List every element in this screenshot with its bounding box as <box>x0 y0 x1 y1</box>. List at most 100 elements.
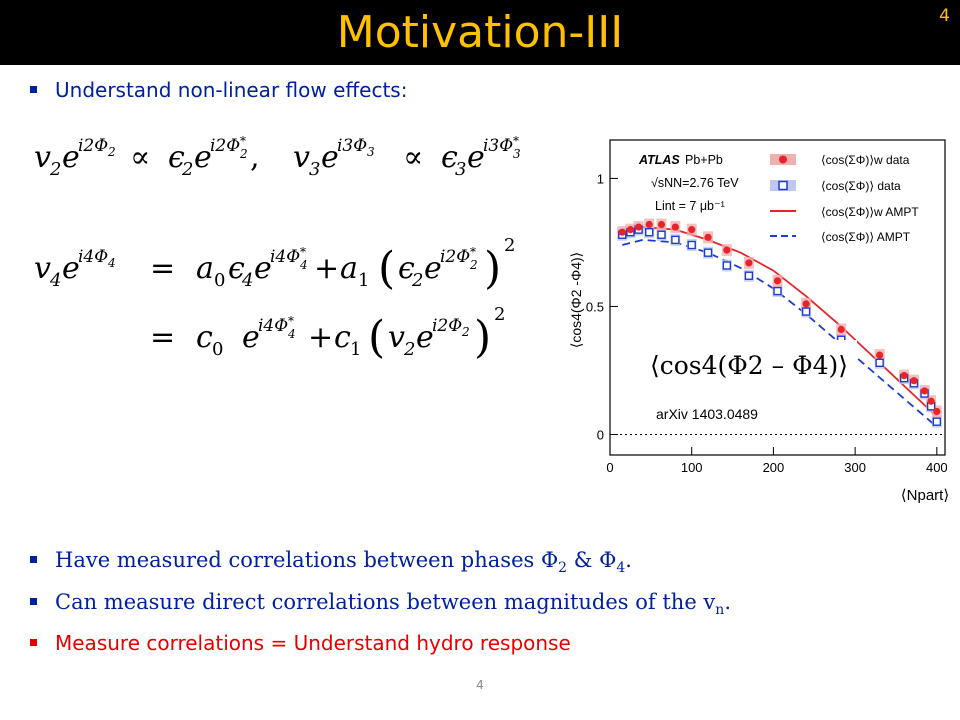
bullet-phases: Have measured correlations between phase… <box>30 548 632 576</box>
y-axis-label: ⟨cos4(Φ2 -Φ4)⟩ <box>568 252 584 348</box>
svg-text:*: * <box>513 134 519 148</box>
bullet-text: Measure correlations = Understand hydro … <box>55 631 571 655</box>
y-tick-label: 0.5 <box>586 299 604 314</box>
svg-text:2: 2 <box>239 147 248 161</box>
data-point-unweighted <box>657 230 666 239</box>
svg-text:1: 1 <box>350 339 361 360</box>
slide-number-top: 4 <box>939 6 950 26</box>
svg-text:∝: ∝ <box>403 140 423 175</box>
data-point-weighted <box>876 351 884 359</box>
svg-text:2: 2 <box>181 159 193 180</box>
bullet-square-icon <box>30 556 37 563</box>
x-tick-label: 400 <box>926 460 948 475</box>
data-point-weighted <box>927 397 935 405</box>
svg-text:ϵ: ϵ <box>228 251 245 286</box>
bullet-text: & Φ <box>567 548 617 572</box>
data-point-weighted <box>671 223 679 231</box>
data-point-weighted <box>745 259 753 267</box>
svg-text:e: e <box>194 140 212 175</box>
data-point-unweighted <box>687 240 696 250</box>
svg-text:ϵ: ϵ <box>441 140 458 175</box>
data-point-weighted <box>645 220 653 229</box>
svg-text:*: * <box>470 245 476 259</box>
svg-text:3: 3 <box>367 145 375 159</box>
svg-text:i2Φ: i2Φ <box>432 316 462 336</box>
svg-text:2: 2 <box>469 258 478 272</box>
svg-text:+: + <box>314 251 339 286</box>
data-point-unweighted <box>932 417 942 426</box>
svg-text:2: 2 <box>411 270 423 291</box>
svg-text:c: c <box>196 320 213 355</box>
svg-text:2: 2 <box>461 325 470 339</box>
data-point-weighted <box>837 325 845 334</box>
svg-text:i2Φ: i2Φ <box>78 136 108 156</box>
legend: ⟨cos(ΣΦ)⟩w data ⟨cos(ΣΦ)⟩ data ⟨cos(ΣΦ)⟩… <box>770 153 919 244</box>
svg-text:v: v <box>388 320 405 355</box>
legend-marker-1 <box>779 155 787 164</box>
footer-page-number: 4 <box>476 678 484 692</box>
svg-text:*: * <box>240 134 246 148</box>
svg-text:e: e <box>242 320 260 355</box>
svg-text:ϵ: ϵ <box>398 251 415 286</box>
svg-text:3: 3 <box>309 159 320 180</box>
svg-text:i2Φ: i2Φ <box>210 136 240 156</box>
svg-text:0: 0 <box>214 270 225 291</box>
data-point-weighted <box>704 233 712 241</box>
svg-text:4: 4 <box>299 258 308 272</box>
svg-text:e: e <box>62 140 80 175</box>
svg-text:ϵ: ϵ <box>168 140 185 175</box>
legend-marker-2 <box>778 180 788 191</box>
data-point-weighted <box>920 387 929 395</box>
svg-text:*: * <box>288 314 294 328</box>
svg-text:(: ( <box>368 312 385 363</box>
overlay-label-bg <box>643 340 857 386</box>
svg-text:3: 3 <box>455 159 466 180</box>
svg-text:=: = <box>150 320 175 355</box>
data-point-unweighted <box>703 248 713 257</box>
svg-text:e: e <box>416 320 434 355</box>
svg-text:v: v <box>293 140 310 175</box>
data-point-weighted <box>723 246 731 254</box>
x-tick-label: 300 <box>844 460 866 475</box>
x-tick-label: 100 <box>681 460 703 475</box>
x-axis-label: ⟨Npart⟩ <box>901 487 949 504</box>
title-bar <box>0 0 960 65</box>
svg-text:∝: ∝ <box>130 140 150 175</box>
x-tick-label: 0 <box>606 460 613 475</box>
x-tick-label: 200 <box>763 460 785 475</box>
bullet-hydro: Measure correlations = Understand hydro … <box>30 631 571 655</box>
svg-text:2: 2 <box>494 304 505 325</box>
svg-text:): ) <box>484 243 501 294</box>
svg-text:+: + <box>308 320 333 355</box>
data-point-weighted <box>910 377 918 385</box>
svg-text:2: 2 <box>403 339 415 360</box>
bullet-text: Can measure direct correlations between … <box>55 590 716 614</box>
svg-text:a: a <box>196 251 214 286</box>
data-point-weighted <box>634 223 643 231</box>
plot-frame <box>609 139 946 456</box>
data-point-unweighted <box>671 235 680 245</box>
data-point-weighted <box>626 226 635 234</box>
overlay-big-label: ⟨cos4(Φ2 – Φ4)⟩ <box>650 351 848 380</box>
legend-label-4: ⟨cos(ΣΦ)⟩ AMPT <box>821 230 911 244</box>
svg-text:3: 3 <box>513 147 521 161</box>
svg-text:*: * <box>300 245 306 259</box>
svg-text:(: ( <box>378 243 395 294</box>
bullet-text: . <box>724 590 731 614</box>
data-point-weighted <box>802 300 810 308</box>
svg-text:a: a <box>340 251 358 286</box>
data-point-unweighted <box>801 307 811 316</box>
lumi-label: Lint = 7 μb⁻¹ <box>655 199 725 213</box>
subscript: 4 <box>616 560 626 577</box>
y-tick-label: 0 <box>597 428 604 443</box>
svg-text:2: 2 <box>107 145 116 159</box>
svg-text:1: 1 <box>358 270 369 291</box>
data-point-unweighted <box>645 227 654 237</box>
svg-text:i4Φ: i4Φ <box>78 247 108 267</box>
svg-text:i4Φ: i4Φ <box>270 247 300 267</box>
bullet-magnitudes: Can measure direct correlations between … <box>30 590 731 618</box>
data-point-weighted <box>900 372 908 380</box>
bullet-text: Have measured correlations between phase… <box>55 548 559 572</box>
data-point-unweighted <box>875 358 884 368</box>
